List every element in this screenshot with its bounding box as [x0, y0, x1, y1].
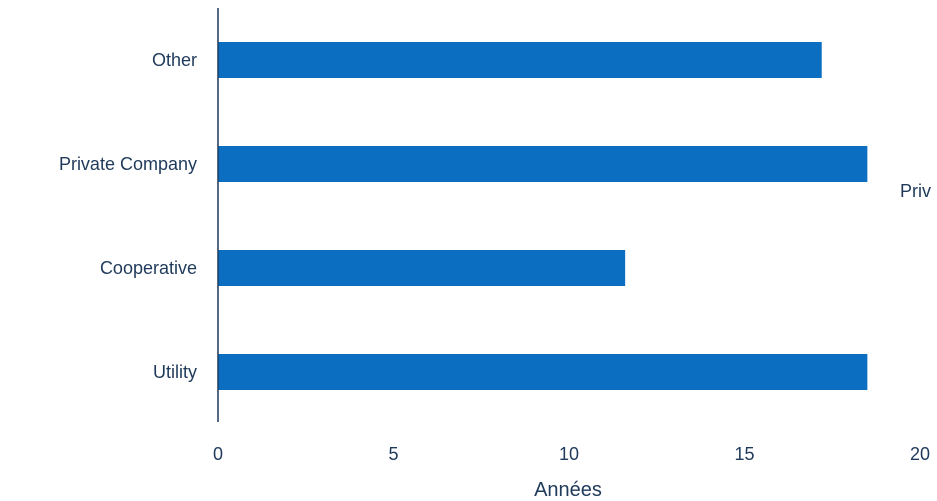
- bar-utility: [218, 354, 868, 390]
- category-label: Private Company: [59, 154, 197, 174]
- x-tick-label: 0: [213, 444, 223, 464]
- category-label: Other: [152, 50, 197, 70]
- x-tick-label: 5: [388, 444, 398, 464]
- x-tick-label: 15: [734, 444, 754, 464]
- x-tick-labels: 0 5 10 15 20: [213, 444, 930, 464]
- bars-group: [218, 42, 868, 390]
- x-tick-label: 10: [559, 444, 579, 464]
- bar-private-company: [218, 146, 868, 182]
- x-axis-title: Années: [534, 479, 602, 501]
- category-labels: Other Private Company Cooperative Utility: [59, 50, 197, 382]
- bar-cooperative: [218, 250, 626, 286]
- bar-other: [218, 42, 822, 78]
- category-label: Utility: [153, 362, 197, 382]
- x-tick-label: 20: [910, 444, 930, 464]
- category-label: Cooperative: [100, 258, 197, 278]
- annotation-text: Priv: [900, 181, 931, 201]
